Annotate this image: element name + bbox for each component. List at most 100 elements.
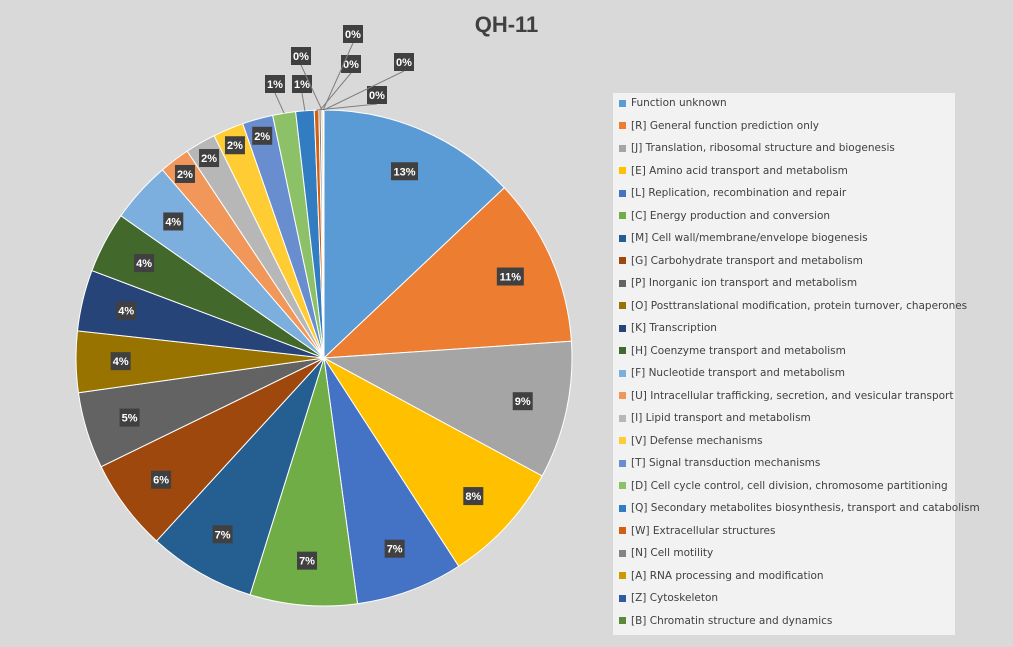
pie-slice-r-general-function-prediction-only [322,187,572,359]
data-label-box-v-defense-mechanisms [224,136,245,155]
legend-label: [G] Carbohydrate transport and metabolis… [631,254,863,267]
data-label-box-k-transcription [116,301,137,320]
pie-slice-j-translation-ribosomal-structure-and-biogenesis [322,340,573,477]
legend-item-d-cell-cycle-control-cell-division-chromosome-partitioning: [D] Cell cycle control, cell division, c… [619,478,948,494]
legend-item-function-unknown: Function unknown [619,95,727,111]
legend-swatch [619,189,626,197]
data-label-box-function-unknown [391,162,419,181]
data-label-h-coenzyme-transport-and-metabolism: 4% [136,258,152,270]
data-label-m-cell-wall-membrane-envelope-biogenesis: 7% [215,529,231,541]
legend-swatch [619,369,626,377]
legend-label: [U] Intracellular trafficking, secretion… [631,389,954,402]
data-label-n-cell-motility: 0% [343,59,359,71]
legend-label: Function unknown [631,97,727,109]
data-label-b-chromatin-structure-and-dynamics: 0% [396,57,412,69]
data-label-box-w-extracellular-structures [367,86,387,104]
data-label-q-secondary-metabolites-biosynthesis-transport-and-catabolism: 1% [294,79,310,91]
legend-label: [E] Amino acid transport and metabolism [631,164,848,177]
legend-item-c-energy-production-and-conversion: [C] Energy production and conversion [619,208,830,224]
legend-label: [R] General function prediction only [631,119,820,132]
data-label-k-transcription: 4% [118,306,134,318]
legend-swatch [619,99,626,107]
legend-swatch [619,549,626,557]
data-label-box-u-intracellular-trafficking-secretion-and-vesicular-transport [174,164,195,183]
legend-item-f-nucleotide-transport-and-metabolism: [F] Nucleotide transport and metabolism [619,365,845,381]
data-label-box-g-carbohydrate-transport-and-metabolism [151,470,172,489]
legend-item-l-replication-recombination-and-repair: [L] Replication, recombination and repai… [619,185,846,201]
legend-label: [V] Defense mechanisms [631,434,763,447]
legend-item-i-lipid-transport-and-metabolism: [I] Lipid transport and metabolism [619,410,811,426]
data-label-box-h-coenzyme-transport-and-metabolism [134,254,155,273]
legend-swatch [619,302,626,309]
legend-item-t-signal-transduction-mechanisms: [T] Signal transduction mechanisms [619,455,820,471]
legend-swatch [619,617,626,624]
data-label-box-r-general-function-prediction-only [496,267,524,286]
data-label-function-unknown: 13% [393,166,415,178]
legend-item-w-extracellular-structures: [W] Extracellular structures [619,523,775,539]
leader-line-d-cell-cycle-control-cell-division-chromosome-partitioning [274,92,285,114]
legend-label: [C] Energy production and conversion [631,209,831,222]
data-label-a-rna-processing-and-modification: 0% [293,51,309,63]
legend-item-z-cytoskeleton: [Z] Cytoskeleton [619,590,718,606]
data-label-box-a-rna-processing-and-modification [291,47,311,65]
data-label-j-translation-ribosomal-structure-and-biogenesis: 9% [515,396,531,408]
legend-label: [O] Posttranslational modification, prot… [631,299,968,312]
legend-swatch [619,122,626,129]
legend-item-k-transcription: [K] Transcription [619,320,717,336]
data-label-box-l-replication-recombination-and-repair [384,539,405,558]
leader-line-q-secondary-metabolites-biosynthesis-transport-and-catabolism [301,92,306,111]
legend-swatch [619,279,626,287]
data-label-box-d-cell-cycle-control-cell-division-chromosome-partitioning [265,75,285,93]
legend-label: [H] Coenzyme transport and metabolism [631,344,846,357]
legend-item-p-inorganic-ion-transport-and-metabolism: [P] Inorganic ion transport and metaboli… [619,275,857,291]
data-label-z-cytoskeleton: 0% [345,29,361,41]
legend-item-h-coenzyme-transport-and-metabolism: [H] Coenzyme transport and metabolism [619,343,846,359]
legend-item-v-defense-mechanisms: [V] Defense mechanisms [619,433,763,449]
legend-swatch [619,572,626,579]
legend-swatch [619,459,626,467]
data-label-box-i-lipid-transport-and-metabolism [199,149,220,168]
pie-slice-m-cell-wall-membrane-envelope-biogenesis [155,357,325,596]
legend-label: [M] Cell wall/membrane/envelope biogenes… [631,232,868,244]
legend-swatch [619,594,626,602]
leader-line-a-rna-processing-and-modification [300,64,323,111]
data-label-box-t-signal-transduction-mechanisms [252,126,273,145]
data-label-v-defense-mechanisms: 2% [227,140,243,152]
legend-label: [Z] Cytoskeleton [631,592,719,604]
data-label-box-f-nucleotide-transport-and-metabolism [163,212,184,231]
data-label-l-replication-recombination-and-repair: 7% [387,544,403,556]
legend-label: [A] RNA processing and modification [631,569,824,582]
legend-label: [Q] Secondary metabolites biosynthesis, … [631,502,980,514]
data-label-w-extracellular-structures: 0% [369,90,385,102]
pie-slice-function-unknown [323,109,506,360]
legend-swatch [619,257,626,264]
data-label-box-q-secondary-metabolites-biosynthesis-transport-and-catabolism [292,75,312,93]
data-label-e-amino-acid-transport-and-metabolism: 8% [465,491,481,503]
legend-item-u-intracellular-trafficking-secretion-and-vesicular-transport: [U] Intracellular trafficking, secretion… [619,388,954,404]
data-label-box-z-cytoskeleton [343,25,363,43]
legend-label: [P] Inorganic ion transport and metaboli… [631,277,858,289]
legend-item-r-general-function-prediction-only: [R] General function prediction only [619,118,819,134]
data-label-box-e-amino-acid-transport-and-metabolism [463,487,484,506]
legend-swatch [619,167,626,174]
legend-item-b-chromatin-structure-and-dynamics: [B] Chromatin structure and dynamics [619,613,832,629]
leader-line-z-cytoskeleton [322,42,354,111]
leader-line-b-chromatin-structure-and-dynamics [323,70,405,111]
legend-label: [L] Replication, recombination and repai… [631,187,847,199]
data-label-f-nucleotide-transport-and-metabolism: 4% [165,216,181,228]
legend-item-a-rna-processing-and-modification: [A] RNA processing and modification [619,568,824,584]
legend-label: [W] Extracellular structures [631,524,776,537]
legend-item-e-amino-acid-transport-and-metabolism: [E] Amino acid transport and metabolism [619,163,848,179]
data-label-r-general-function-prediction-only: 11% [500,272,522,284]
data-label-box-p-inorganic-ion-transport-and-metabolism [119,408,140,427]
chart-title: QH-11 [474,12,539,37]
legend-swatch [619,504,626,512]
data-label-box-c-energy-production-and-conversion [297,551,318,570]
pie-slice-e-amino-acid-transport-and-metabolism [323,357,543,567]
chart-legend: Function unknown [R] General function pre… [613,93,980,635]
data-label-t-signal-transduction-mechanisms: 2% [254,131,270,143]
legend-swatch [619,437,626,444]
data-label-box-j-translation-ribosomal-structure-and-biogenesis [512,392,533,411]
pie-slice-c-energy-production-and-conversion [249,357,359,607]
